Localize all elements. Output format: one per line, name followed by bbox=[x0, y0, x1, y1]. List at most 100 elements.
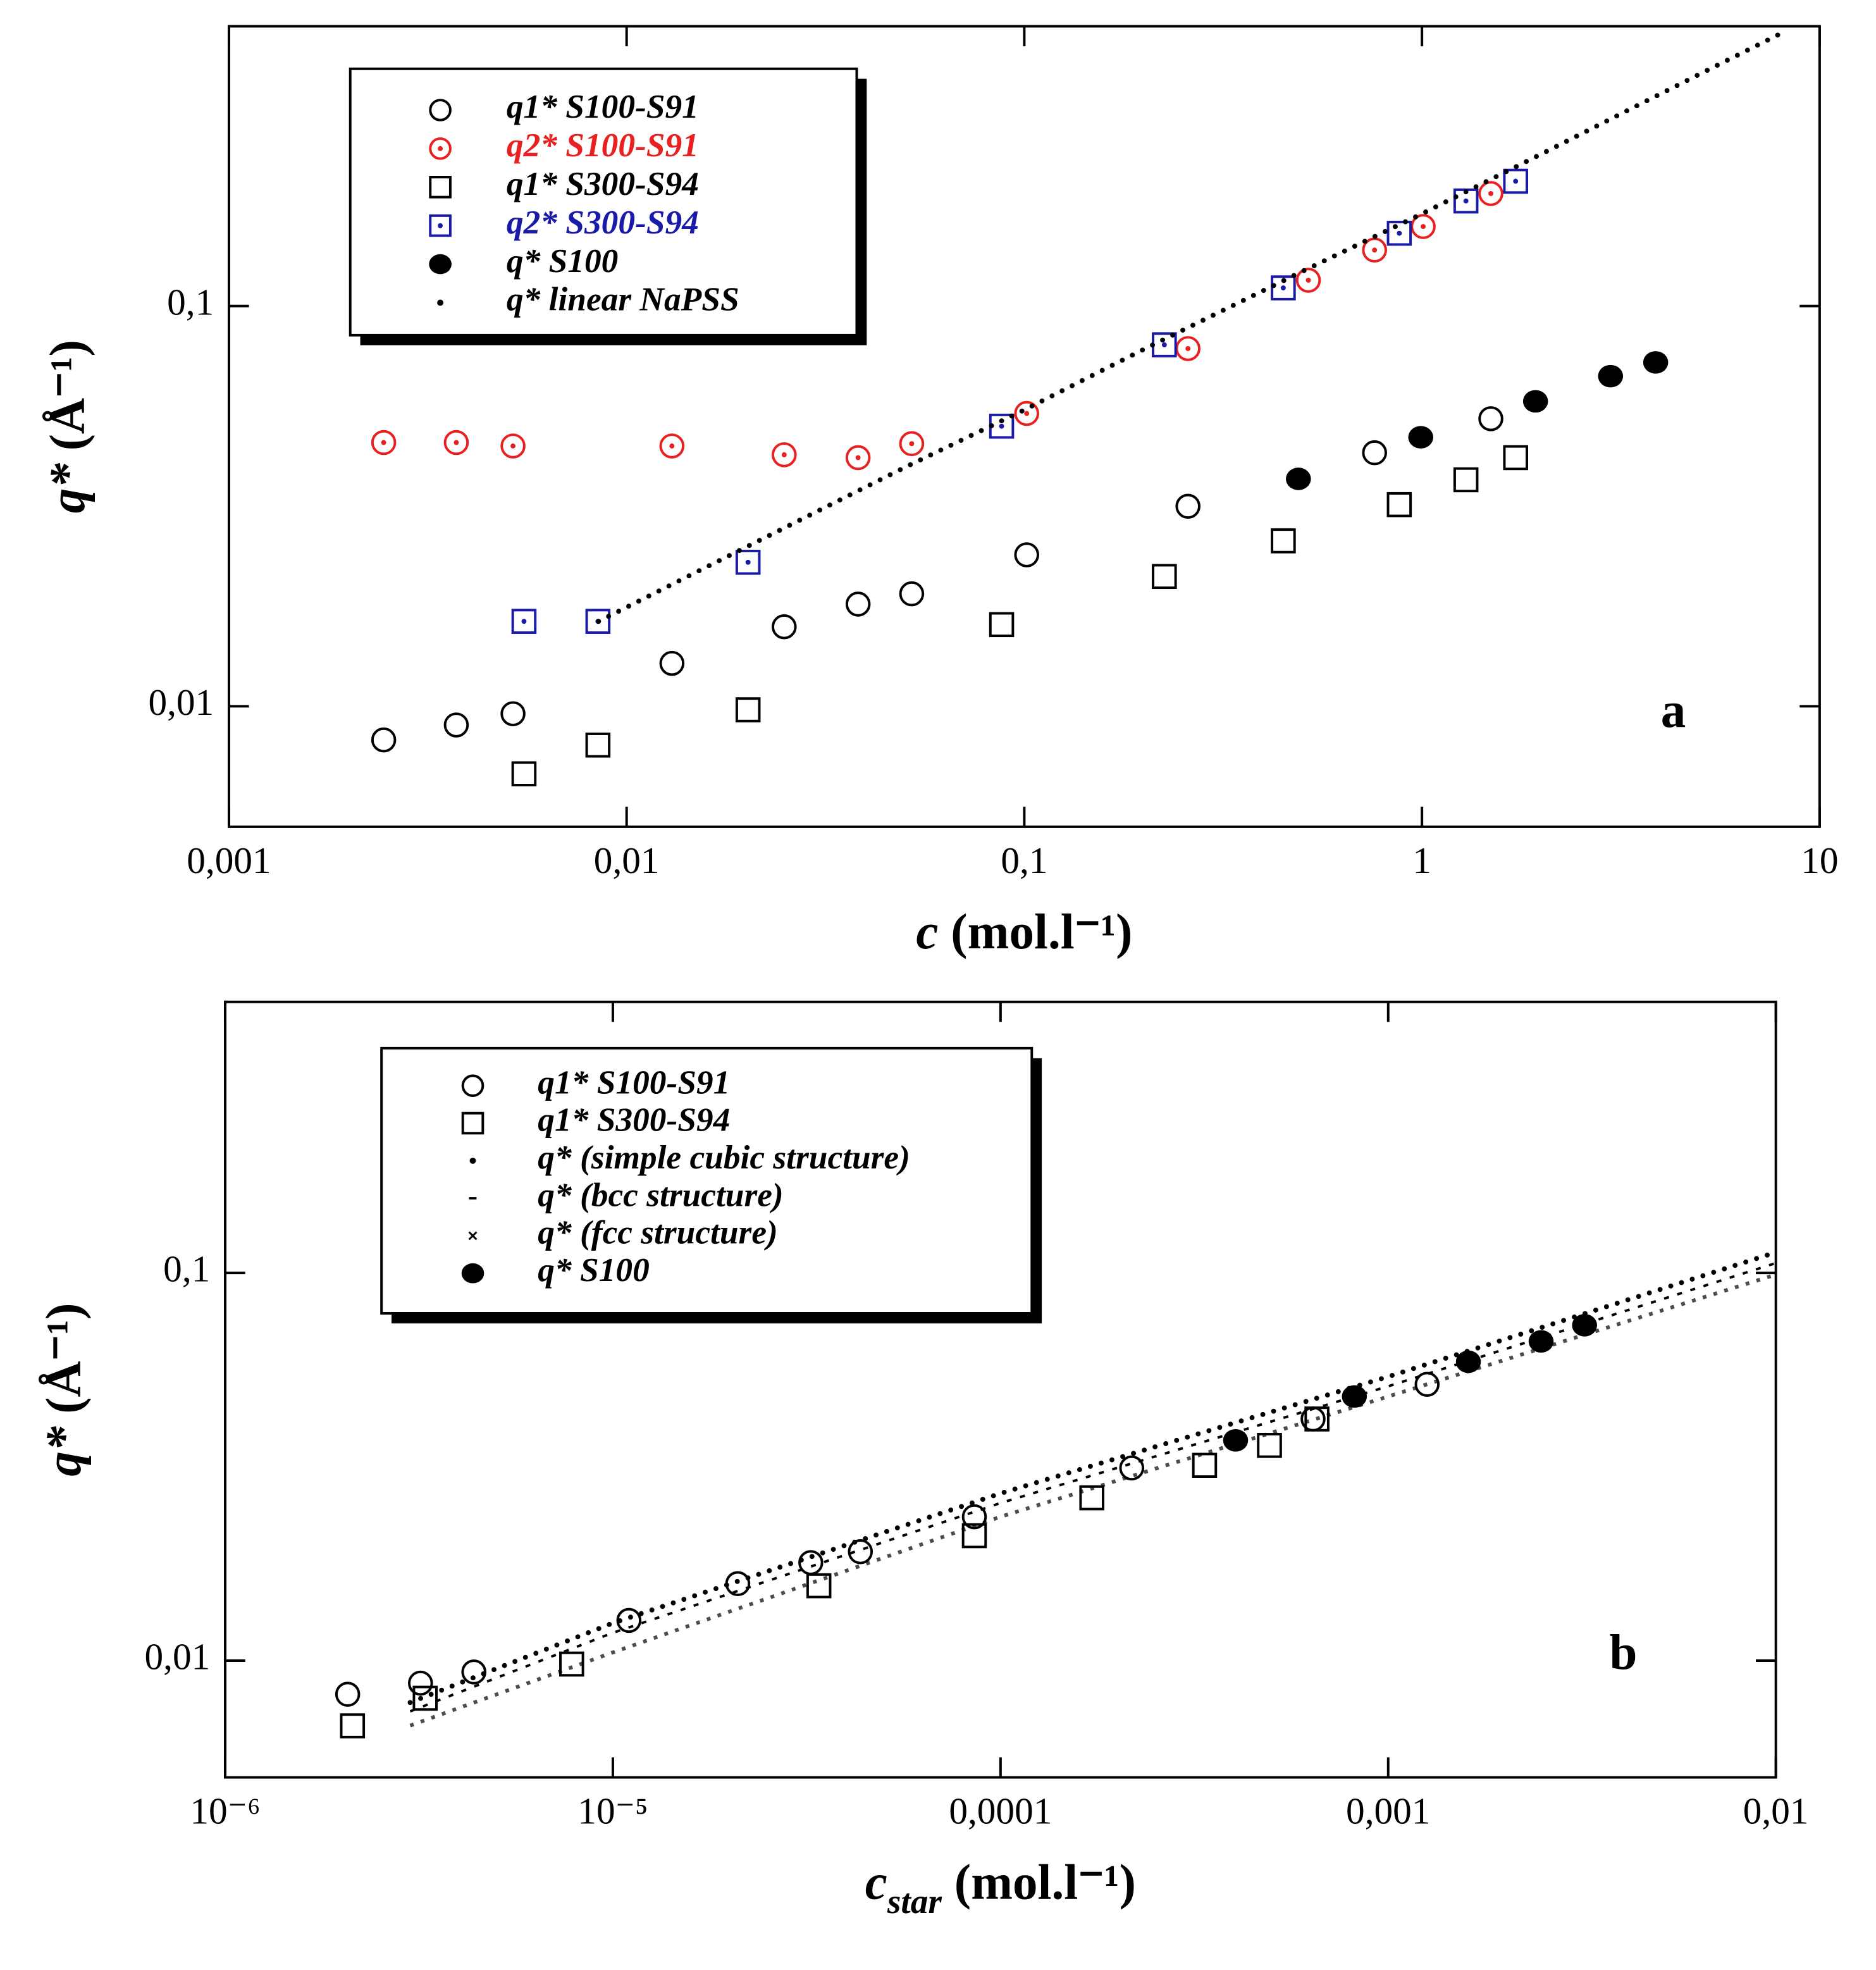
plot-area bbox=[371, 30, 1784, 786]
legend-label: q1* S300-S94 bbox=[538, 1101, 730, 1139]
marker-filled bbox=[1408, 426, 1434, 449]
marker-circle bbox=[1175, 493, 1200, 519]
marker-filled bbox=[1522, 390, 1548, 413]
marker-circle bbox=[1014, 400, 1039, 426]
x-tick-label: 0,001 bbox=[1346, 1790, 1430, 1831]
marker-circle bbox=[1478, 406, 1503, 431]
legend-marker bbox=[429, 137, 452, 160]
marker-dot bbox=[1372, 247, 1378, 253]
marker-circle bbox=[659, 433, 685, 459]
marker-filled bbox=[1598, 364, 1624, 388]
point bbox=[1271, 528, 1296, 554]
marker-dot bbox=[521, 619, 527, 624]
marker-square bbox=[429, 214, 452, 237]
marker-square bbox=[1304, 1406, 1330, 1432]
x-tick-label: 1 bbox=[1412, 839, 1431, 881]
marker-dot bbox=[1185, 346, 1191, 351]
y-tick-label: 0,1 bbox=[163, 1248, 210, 1290]
marker-circle bbox=[899, 431, 925, 457]
marker-square bbox=[1152, 564, 1177, 590]
point bbox=[1503, 445, 1529, 471]
legend-label: q2* S100-S91 bbox=[507, 126, 699, 164]
marker-square bbox=[1192, 1453, 1218, 1478]
marker-circle bbox=[500, 433, 526, 459]
point bbox=[340, 1713, 366, 1738]
marker-square bbox=[412, 1685, 438, 1711]
marker-circle bbox=[1119, 1455, 1145, 1481]
marker-circle bbox=[845, 592, 871, 617]
marker-circle bbox=[443, 712, 469, 738]
legend-marker bbox=[461, 1112, 484, 1135]
point bbox=[1286, 468, 1311, 490]
point bbox=[1223, 1428, 1249, 1452]
point bbox=[371, 430, 397, 455]
marker-square bbox=[461, 1112, 484, 1135]
legend-marker bbox=[429, 254, 452, 275]
marker-dot bbox=[1024, 411, 1030, 416]
x-label-unit: (mol.l⁻¹) bbox=[951, 905, 1132, 960]
marker-square bbox=[1503, 445, 1529, 471]
point bbox=[1572, 1313, 1597, 1337]
point bbox=[1386, 220, 1412, 246]
marker-dot bbox=[745, 559, 751, 565]
legend-box bbox=[349, 67, 858, 337]
x-tick-label: 10⁻⁶ bbox=[190, 1790, 260, 1831]
series-line bbox=[407, 1249, 1776, 1706]
marker-circle bbox=[1295, 268, 1321, 293]
marker-dot bbox=[1280, 285, 1286, 291]
point bbox=[1643, 351, 1669, 374]
marker-square bbox=[1271, 275, 1296, 300]
marker-square bbox=[806, 1573, 832, 1599]
marker-circle bbox=[848, 1539, 873, 1564]
panel: 0,001 0,01 0,1 1 10 0,01 0,1 c (mol.l⁻¹) q* (Å⁻¹) a bbox=[40, 25, 1839, 960]
point bbox=[1386, 492, 1412, 517]
marker-square bbox=[511, 761, 537, 786]
point bbox=[443, 430, 469, 455]
point bbox=[1453, 467, 1479, 493]
marker-dot bbox=[855, 455, 861, 461]
legend-marker bbox=[429, 175, 452, 199]
point bbox=[1408, 426, 1434, 449]
point bbox=[1522, 390, 1548, 413]
point bbox=[511, 761, 537, 786]
point bbox=[1598, 364, 1624, 388]
legend-label: q2* S300-S94 bbox=[507, 203, 699, 241]
marker-dot bbox=[438, 223, 443, 228]
point bbox=[899, 431, 925, 457]
panel: 10⁻⁶ 10⁻⁵ 0,0001 0,001 0,01 0,01 0,1 cstar (mol.… bbox=[37, 1000, 1809, 1921]
marker-filled bbox=[1643, 351, 1669, 374]
legend-dot bbox=[437, 299, 444, 306]
point bbox=[961, 1504, 987, 1530]
x-tick-label: 0,1 bbox=[1001, 839, 1047, 881]
marker-filled bbox=[461, 1263, 484, 1284]
y-label-unit: (Å⁻¹) bbox=[37, 1303, 92, 1414]
x-label-sub: star bbox=[887, 1882, 942, 1921]
marker-dot bbox=[909, 441, 915, 447]
point bbox=[659, 433, 685, 459]
marker-circle bbox=[1362, 440, 1387, 466]
point bbox=[335, 1682, 361, 1707]
point bbox=[1175, 336, 1200, 361]
point bbox=[1304, 1406, 1330, 1432]
legend-cross bbox=[468, 1231, 478, 1241]
point bbox=[585, 732, 611, 758]
x-tick-label: 0,001 bbox=[187, 839, 271, 881]
legend-label: q1* S100-S91 bbox=[507, 87, 699, 125]
point bbox=[1014, 400, 1039, 426]
legend-label: q1* S100-S91 bbox=[538, 1063, 730, 1101]
y-axis-label: q* (Å⁻¹) bbox=[37, 1303, 92, 1477]
point bbox=[899, 581, 925, 607]
point bbox=[1295, 268, 1321, 293]
panel-annotation: a bbox=[1661, 683, 1686, 738]
marker-square bbox=[1271, 528, 1296, 554]
marker-dot bbox=[438, 146, 443, 151]
point bbox=[1478, 406, 1503, 431]
legend-label: q* S100 bbox=[538, 1251, 649, 1289]
marker-dot bbox=[510, 443, 516, 449]
marker-square bbox=[1453, 467, 1479, 493]
marker-dot bbox=[381, 440, 386, 445]
point bbox=[989, 612, 1015, 638]
legend-dot bbox=[469, 1157, 476, 1164]
marker-square bbox=[735, 697, 761, 722]
